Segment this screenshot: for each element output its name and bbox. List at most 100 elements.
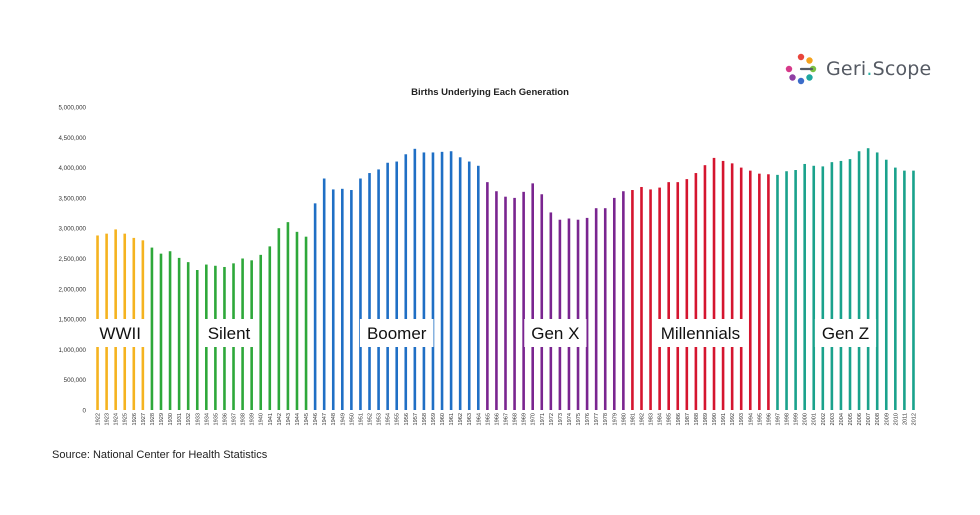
generation-labels: WWII Silent Boomer Gen X Millennials Gen Z [92, 319, 877, 347]
bar [694, 173, 698, 410]
bar [558, 219, 562, 410]
bar [758, 173, 761, 410]
bar [812, 165, 816, 410]
bar [431, 152, 435, 410]
logo-text: Geri.Scope [826, 58, 931, 80]
generation-label-box [92, 319, 148, 347]
generation-label-box [200, 319, 258, 347]
x-tick-label: 1997 [775, 413, 781, 425]
bar [549, 212, 553, 410]
logo-dot [806, 57, 813, 64]
x-tick-label: 2007 [866, 413, 872, 425]
x-tick-label: 1968 [513, 413, 519, 425]
bar [884, 159, 888, 410]
bar [685, 179, 689, 410]
bar [585, 217, 589, 410]
x-tick-label: 1944 [295, 413, 301, 425]
x-tick-label: 1939 [250, 413, 256, 425]
generation-label-box [359, 319, 434, 347]
x-tick-label: 2002 [821, 413, 827, 425]
x-tick-label: 1979 [612, 413, 618, 425]
x-tick-label: 1970 [531, 413, 537, 425]
bar [903, 170, 906, 410]
y-tick-label: 5,000,000 [58, 105, 86, 112]
y-tick-label: 3,000,000 [58, 226, 86, 233]
x-tick-label: 2011 [902, 413, 908, 425]
x-tick-label: 1926 [132, 413, 138, 425]
x-tick-label: 1976 [585, 413, 591, 425]
generation-label: Gen X [531, 324, 579, 343]
x-tick-label: 1995 [757, 413, 763, 425]
bar [785, 171, 788, 410]
bar [894, 167, 897, 410]
bar [259, 254, 263, 410]
x-tick-label: 1951 [358, 413, 364, 425]
bar [622, 191, 625, 410]
x-tick-label: 1953 [377, 413, 383, 425]
x-tick-label: 1961 [449, 413, 455, 425]
x-tick-label: 1962 [458, 413, 464, 425]
x-tick-label: 1989 [703, 413, 709, 425]
bar [857, 151, 861, 411]
y-tick-label: 2,000,000 [58, 286, 86, 293]
x-tick-label: 1992 [730, 413, 736, 425]
bar [839, 160, 843, 410]
bar [404, 154, 408, 410]
x-tick-label: 1991 [721, 413, 727, 425]
x-tick-label: 1954 [386, 413, 392, 425]
x-tick-label: 1984 [658, 413, 664, 425]
x-tick-label: 1958 [422, 413, 428, 425]
x-tick-label: 1943 [286, 413, 292, 425]
x-tick-label: 1993 [739, 413, 745, 425]
x-tick-label: 1983 [649, 413, 655, 425]
x-tick-label: 1930 [168, 413, 174, 425]
bar [594, 208, 598, 410]
x-tick-label: 1963 [467, 413, 473, 425]
bar [467, 161, 471, 410]
generation-label: WWII [99, 324, 141, 343]
x-tick-label: 1990 [712, 413, 718, 425]
x-tick-label: 1974 [567, 413, 573, 425]
x-tick-label: 1971 [540, 413, 546, 425]
y-tick-label: 4,000,000 [58, 165, 86, 172]
x-tick-label: 1942 [277, 413, 283, 425]
bar [159, 253, 163, 410]
bar [449, 151, 453, 411]
bar [776, 174, 779, 410]
y-tick-label: 4,500,000 [58, 135, 86, 142]
x-tick-label: 1956 [404, 413, 410, 425]
x-tick-label: 1982 [639, 413, 645, 425]
bar [649, 189, 652, 410]
x-tick-label: 1947 [322, 413, 328, 425]
x-tick-label: 1999 [794, 413, 800, 425]
bar [477, 165, 480, 410]
x-tick-label: 1945 [304, 413, 310, 425]
x-tick-label: 1978 [603, 413, 609, 425]
x-tick-label: 1934 [204, 413, 210, 425]
bar [422, 152, 426, 410]
x-tick-label: 1969 [522, 413, 528, 425]
bar [603, 208, 607, 410]
bar [631, 190, 634, 410]
bar [848, 159, 852, 410]
x-tick-label: 2008 [875, 413, 881, 425]
bar [331, 189, 335, 410]
x-tick-label: 1985 [667, 413, 673, 425]
x-tick-label: 1966 [494, 413, 500, 425]
generation-label: Boomer [367, 324, 427, 343]
bar [195, 270, 199, 410]
bar [667, 182, 670, 410]
bar [168, 251, 172, 410]
bar [313, 203, 317, 410]
x-tick-label: 1935 [213, 413, 219, 425]
x-tick-label: 2003 [830, 413, 836, 425]
generation-label: Millennials [661, 324, 740, 343]
x-tick-label: 1994 [748, 413, 754, 425]
y-tick-label: 500,000 [64, 377, 87, 384]
x-tick-label: 2010 [893, 413, 899, 425]
x-tick-label: 1932 [186, 413, 192, 425]
logo-dot [785, 65, 793, 73]
generation-label: Gen Z [822, 324, 869, 343]
bars [96, 148, 915, 411]
